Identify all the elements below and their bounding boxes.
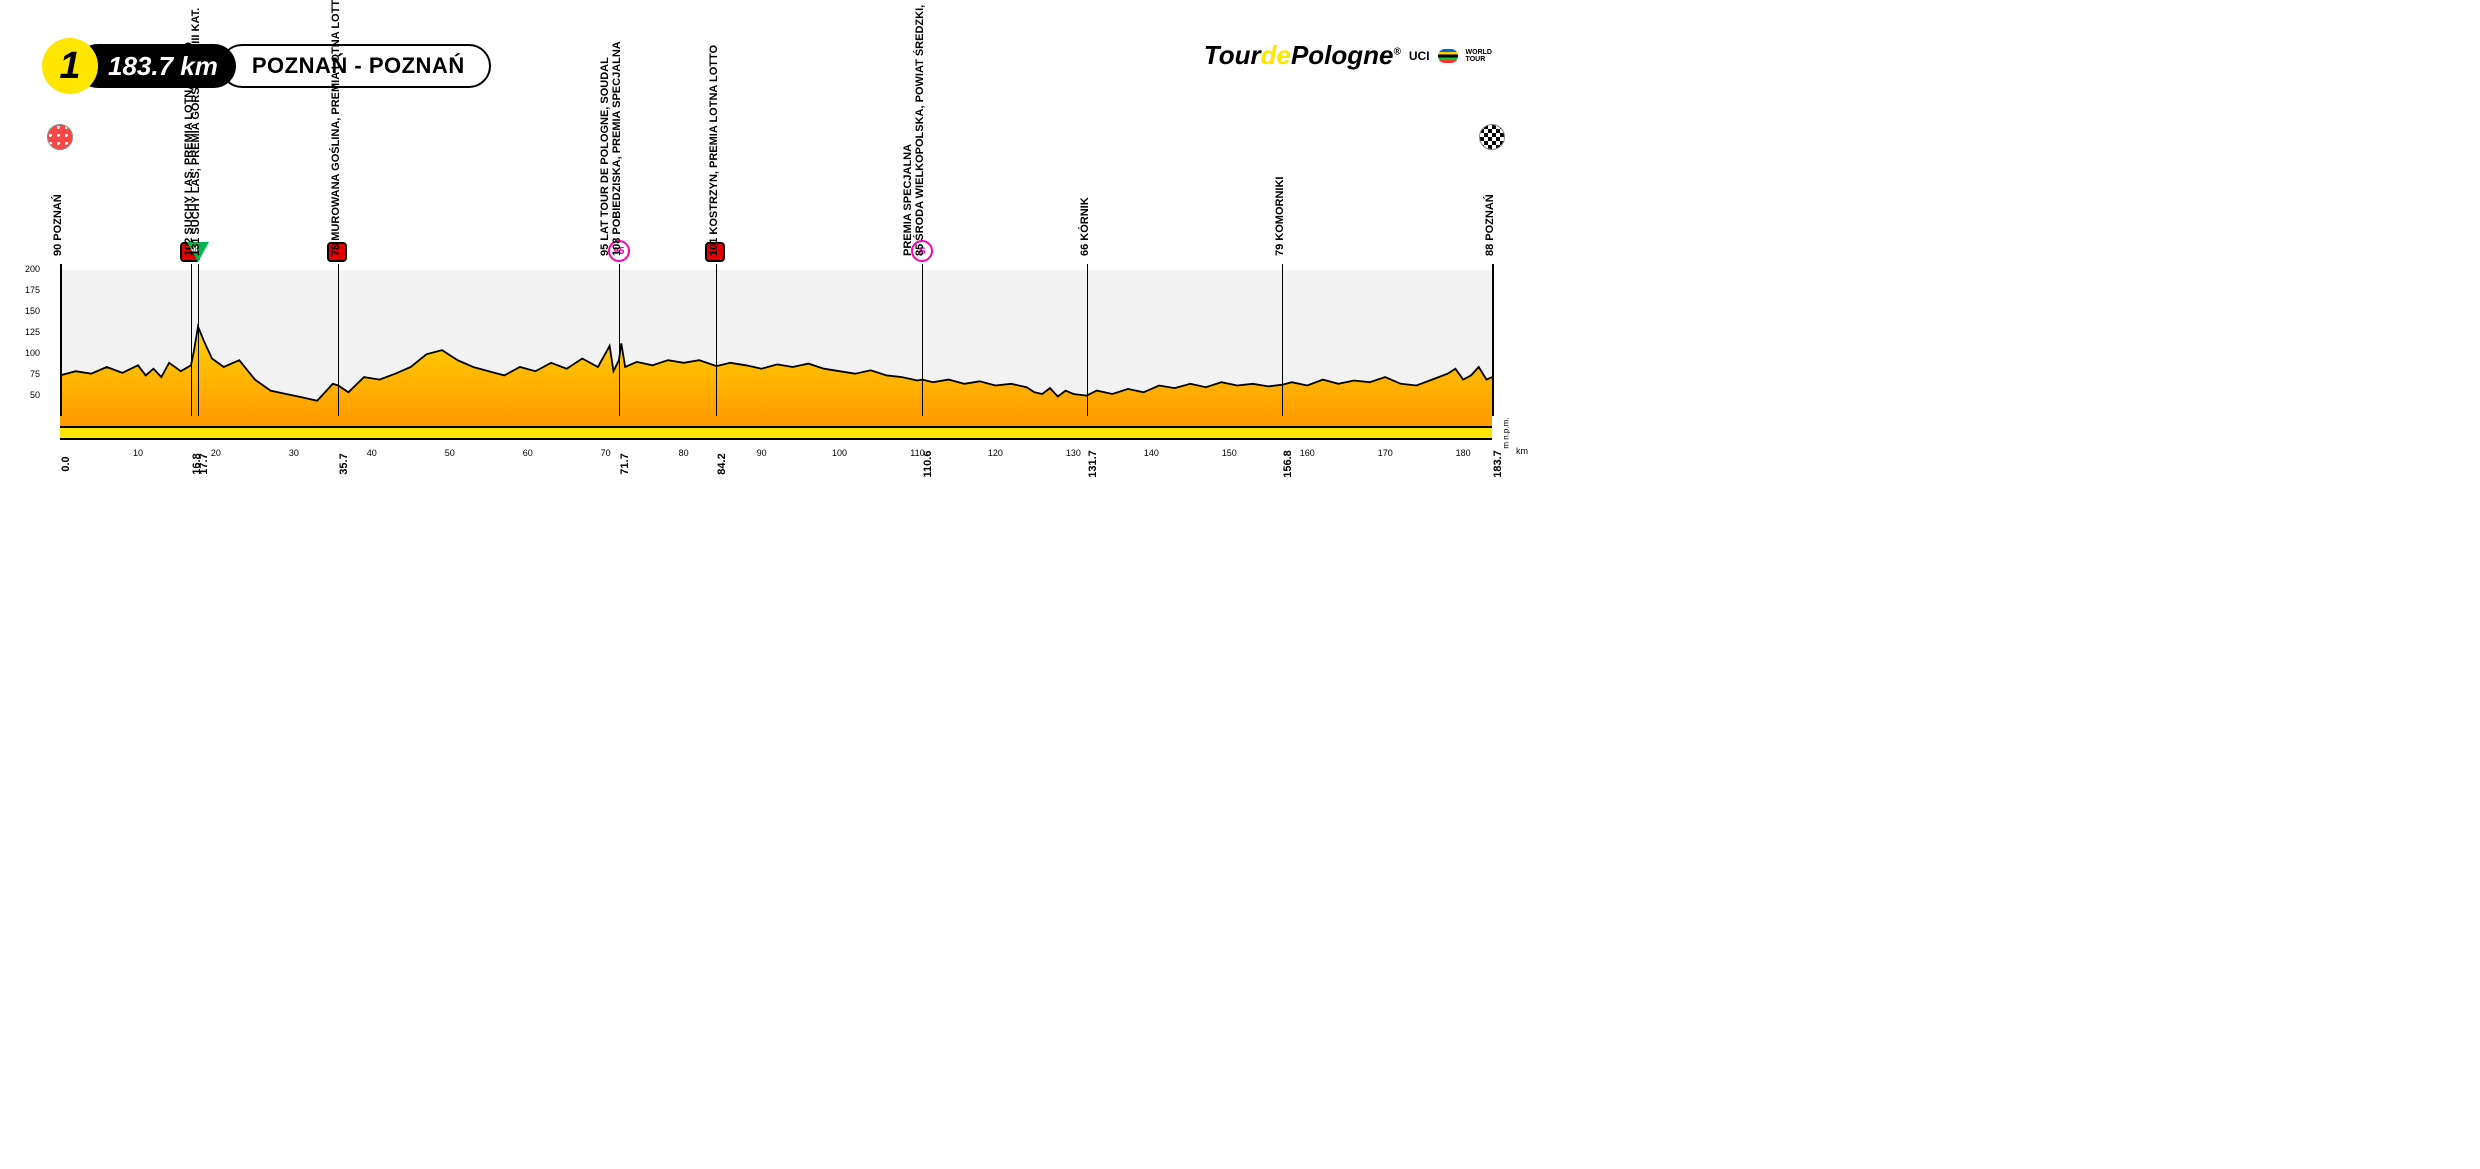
x-tick-minor: 70 <box>601 448 611 458</box>
x-tick-minor: 180 <box>1456 448 1471 458</box>
x-tick-major: 183.7 <box>1492 450 1504 478</box>
x-tick-major: 110.6 <box>922 451 934 478</box>
finish-flag-icon <box>1479 124 1505 150</box>
x-tick-major: 35.7 <box>338 453 350 474</box>
x-tick-minor: 140 <box>1144 448 1159 458</box>
y-axis: 5075100125150175200 <box>44 270 60 426</box>
y-tick: 125 <box>25 327 40 337</box>
x-tick-minor: 90 <box>757 448 767 458</box>
x-tick-minor: 130 <box>1066 448 1081 458</box>
stage-header: 1 183.7 km POZNAŃ - POZNAŃ <box>42 38 491 94</box>
chart-baseline <box>60 426 1492 440</box>
start-flag-icon <box>47 124 73 150</box>
y-tick: 100 <box>25 348 40 358</box>
x-tick-minor: 40 <box>367 448 377 458</box>
x-axis: km 1020304050607080901001101201301401501… <box>60 446 1492 496</box>
uci-stripes-icon <box>1438 49 1458 63</box>
elevation-chart: 5075100125150175200 m n.p.m. <box>44 270 1492 440</box>
distance-pill: 183.7 km <box>76 44 236 88</box>
x-tick-minor: 150 <box>1222 448 1237 458</box>
x-tick-minor: 100 <box>832 448 847 458</box>
x-axis-unit: km <box>1516 446 1528 456</box>
x-tick-major: 84.2 <box>716 453 728 474</box>
x-tick-major: 131.7 <box>1087 450 1099 478</box>
marker-labels-area: 90 POZNAŃ 88 POZNAŃ 102 SUCHY LAS, PREMI… <box>60 90 1492 264</box>
y-axis-unit: m n.p.m. <box>1502 418 1511 449</box>
event-logo: TourdePologne® UCI WORLDTOUR <box>1204 40 1492 71</box>
x-tick-minor: 60 <box>523 448 533 458</box>
x-tick-major: 156.8 <box>1282 450 1294 478</box>
y-tick: 175 <box>25 285 40 295</box>
x-tick-minor: 30 <box>289 448 299 458</box>
x-tick-minor: 20 <box>211 448 221 458</box>
y-tick: 50 <box>30 390 40 400</box>
x-tick-minor: 120 <box>988 448 1003 458</box>
x-tick-minor: 170 <box>1378 448 1393 458</box>
y-tick: 150 <box>25 306 40 316</box>
route-pill: POZNAŃ - POZNAŃ <box>220 44 491 88</box>
y-tick: 75 <box>30 369 40 379</box>
x-tick-major: 0.0 <box>60 456 72 471</box>
x-tick-major: 71.7 <box>619 453 631 474</box>
x-tick-major: 17.7 <box>198 453 210 474</box>
x-tick-minor: 50 <box>445 448 455 458</box>
x-tick-minor: 160 <box>1300 448 1315 458</box>
x-tick-minor: 10 <box>133 448 143 458</box>
stage-number-badge: 1 <box>42 38 98 94</box>
elevation-profile-area <box>60 270 1492 426</box>
y-tick: 200 <box>25 264 40 274</box>
x-tick-minor: 80 <box>679 448 689 458</box>
